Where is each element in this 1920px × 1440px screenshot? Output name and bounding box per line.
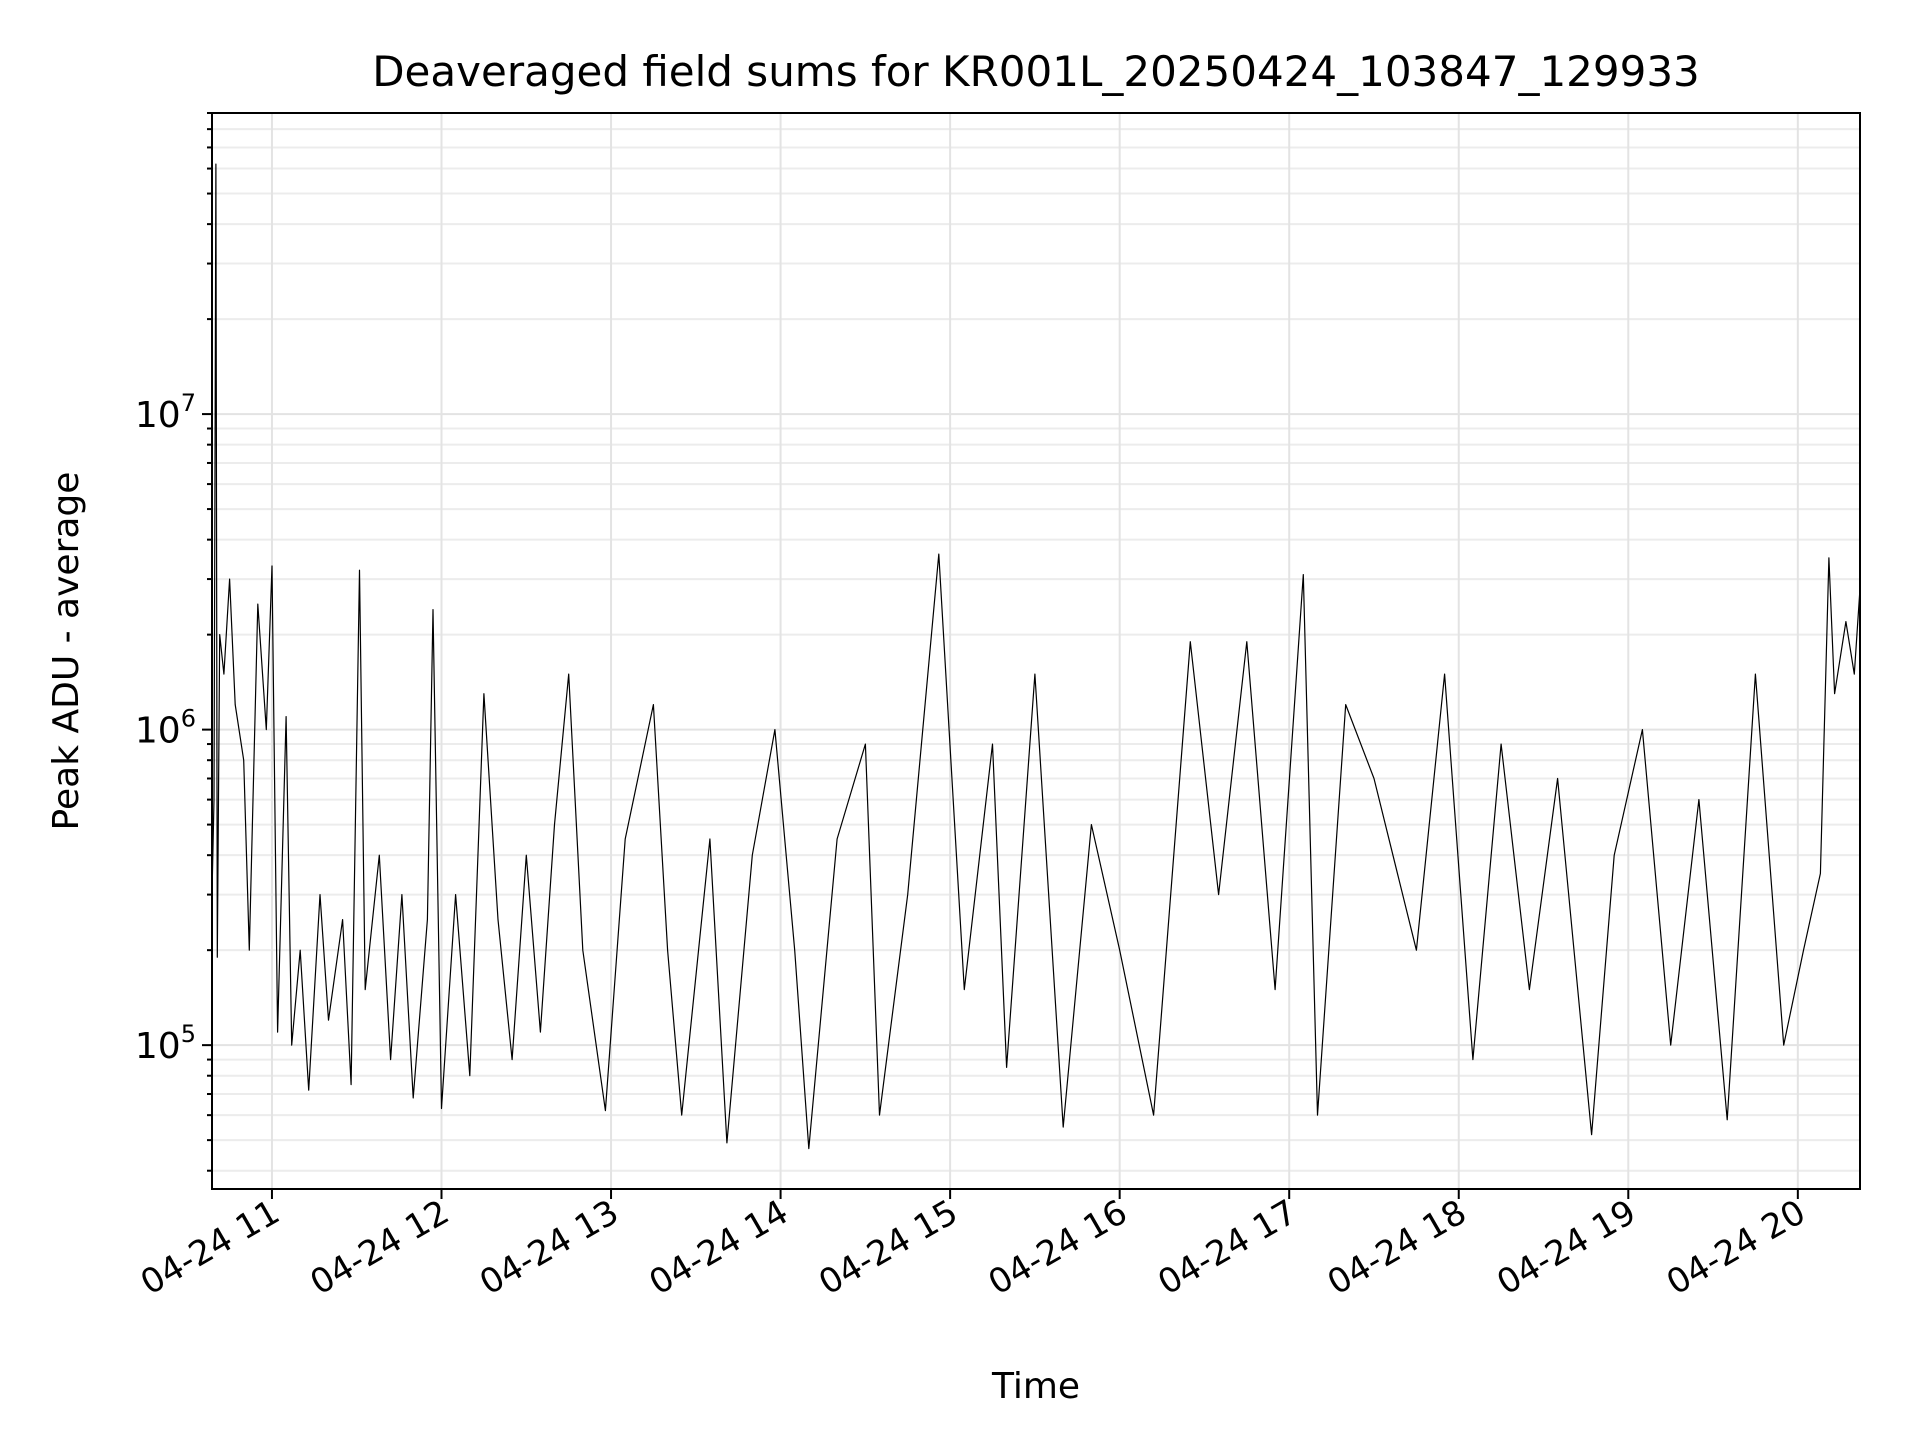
x-tick-label: 04-24 19 xyxy=(1490,1192,1642,1303)
x-tick-labels: 04-24 11 04-24 12 04-24 13 04-24 14 04-24 15… xyxy=(134,1192,1812,1303)
x-axis-label: Time xyxy=(991,1366,1080,1407)
y-tick-label: 106 xyxy=(135,705,196,752)
series-layer xyxy=(211,163,1861,1150)
series-line xyxy=(211,163,1861,1150)
y-tick-labels: 105 106 107 xyxy=(135,389,196,1067)
x-tick-label: 04-24 20 xyxy=(1660,1192,1812,1303)
y-tick-label: 105 xyxy=(135,1020,196,1067)
x-tick-label: 04-24 12 xyxy=(304,1192,456,1303)
chart-title: Deaveraged field sums for KR001L_2025042… xyxy=(372,47,1700,96)
x-tick-label: 04-24 13 xyxy=(473,1192,625,1303)
ticks xyxy=(202,112,1799,1199)
x-tick-label: 04-24 14 xyxy=(643,1192,795,1303)
x-tick-label: 04-24 16 xyxy=(982,1192,1134,1303)
y-axis-label: Peak ADU - average xyxy=(46,472,87,831)
x-tick-label: 04-24 15 xyxy=(812,1192,964,1303)
plot-frame xyxy=(211,112,1861,1190)
grid xyxy=(212,112,1860,1189)
x-tick-label: 04-24 18 xyxy=(1321,1192,1473,1303)
x-tick-label: 04-24 11 xyxy=(134,1192,286,1303)
y-tick-label: 107 xyxy=(135,389,196,436)
x-tick-label: 04-24 17 xyxy=(1151,1192,1303,1303)
